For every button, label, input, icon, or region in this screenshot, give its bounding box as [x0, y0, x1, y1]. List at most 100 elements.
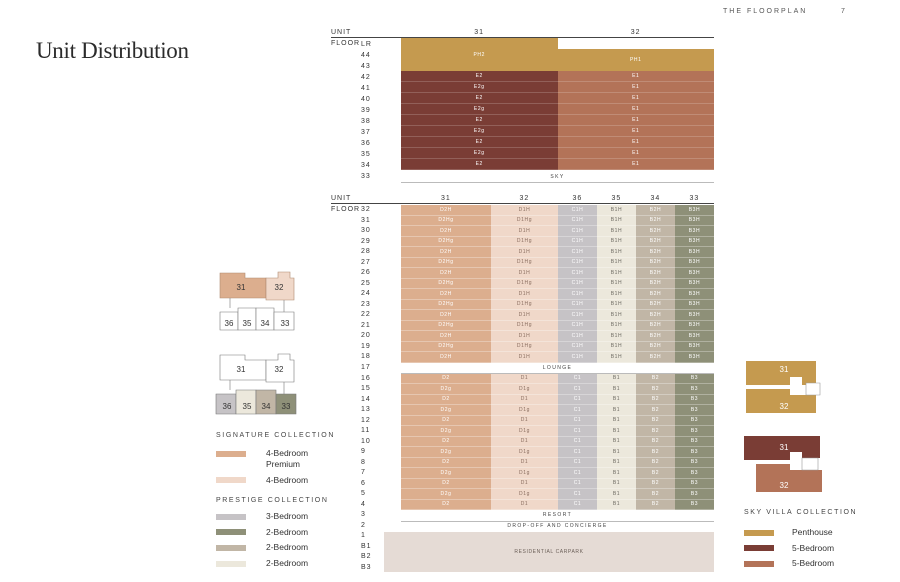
key-plan-label: 32: [275, 365, 284, 374]
legend-swatch-2bed-dark: [216, 529, 246, 535]
floor-number: 44: [361, 51, 371, 59]
unit-cell: D1: [491, 415, 558, 426]
unit-cell: B1: [597, 447, 636, 458]
floor-number: 34: [361, 161, 371, 169]
unit-cell: D2H: [401, 268, 491, 279]
unit-cell: B2H: [636, 299, 675, 310]
unit-cell: B3: [675, 447, 714, 458]
floor-number: 28: [361, 248, 371, 255]
unit-cell: D1H: [491, 205, 558, 216]
legend-label-4bed-premium: 4-Bedroom Premium: [266, 448, 309, 469]
unit-cell: E1: [557, 104, 714, 115]
key-plan-label: 36: [225, 319, 234, 328]
unit-cell: B1H: [597, 320, 636, 331]
unit-cell: B2: [636, 447, 675, 458]
floor-number: 31: [361, 216, 371, 224]
unit-number: 33: [689, 195, 700, 202]
unit-cell: B2: [636, 499, 675, 510]
floor-number: 42: [361, 73, 371, 81]
unit-cell: E1: [557, 115, 714, 126]
resort-rule: [401, 520, 714, 522]
unit-cell: B3: [675, 384, 714, 395]
legend-label-penthouse: Penthouse: [792, 527, 833, 537]
unit-cell: D2Hg: [401, 236, 491, 247]
unit-cell: D2g: [401, 489, 491, 500]
unit-cell: B2H: [636, 278, 675, 289]
unit-cell: D1g: [491, 489, 558, 500]
unit-cell: D1Hg: [491, 278, 558, 289]
unit-cell: D1Hg: [491, 215, 558, 226]
floor-number: B1: [361, 542, 372, 550]
section-label: THE FLOORPLAN: [723, 8, 808, 15]
unit-cell: D1: [491, 394, 558, 405]
page-title: Unit Distribution: [36, 38, 189, 63]
unit-cell: B2H: [636, 215, 675, 226]
legend-swatch-5bed: [744, 545, 774, 551]
unit-cell: B2H: [636, 331, 675, 342]
unit-cell: D1g: [491, 405, 558, 416]
key-plan-ph-lower: [746, 389, 816, 413]
unit-cell: D2H: [401, 352, 491, 363]
unit-cell: D2H: [401, 289, 491, 300]
unit-cell: C1H: [558, 299, 597, 310]
floor-number: 38: [361, 117, 371, 125]
unit-cell: B2: [636, 489, 675, 500]
unit-cell: E1: [557, 82, 714, 93]
unit-cell: C1H: [558, 341, 597, 352]
unit-cell: D1: [491, 373, 558, 384]
unit-cell: C1: [558, 384, 597, 395]
unit-cell: B3: [675, 468, 714, 479]
unit-cell: C1: [558, 373, 597, 384]
unit-cell: B2H: [636, 289, 675, 300]
unit-cell: B3: [675, 436, 714, 447]
legend-label-4bed: 4-Bedroom: [266, 475, 309, 485]
unit-cell: B3: [675, 457, 714, 468]
floor-number: 11: [361, 427, 371, 434]
unit-cell: B3H: [675, 226, 714, 237]
unit-cell: B2: [636, 436, 675, 447]
unit-cell: B1H: [597, 236, 636, 247]
unit-cell: D2: [401, 436, 491, 447]
sky-rule: [401, 182, 714, 183]
unit-cell: D1H: [491, 226, 558, 237]
unit-cell: C1H: [558, 320, 597, 331]
unit-cell: B1H: [597, 257, 636, 268]
lounge-label: LOUNGE: [542, 364, 573, 371]
unit-cell: D2Hg: [401, 257, 491, 268]
unit-cell: D2Hg: [401, 215, 491, 226]
key-plan-label: 32: [780, 481, 789, 490]
key-plan-label: 31: [780, 365, 789, 374]
unit-cell: D1g: [491, 384, 558, 395]
unit-header: UNIT: [331, 195, 352, 202]
unit-cell: B2H: [636, 341, 675, 352]
unit-cell: D1g: [491, 447, 558, 458]
unit-cell: E2: [401, 159, 558, 170]
key-plan-label: 32: [275, 283, 284, 292]
unit-cell: B1: [597, 468, 636, 479]
unit-cell: D2: [401, 499, 491, 510]
unit-cell: B1H: [597, 226, 636, 237]
floor-number: 17: [361, 363, 371, 371]
unit-cell: B3: [675, 405, 714, 416]
unit-cell: B1: [597, 394, 636, 405]
signature-legend-heading: SIGNATURE COLLECTION: [216, 432, 335, 439]
unit-cell: B1H: [597, 331, 636, 342]
floor-number: 12: [361, 416, 371, 424]
unit-cell: D2Hg: [401, 341, 491, 352]
unit-cell: B3: [675, 373, 714, 384]
penthouse-key-plan: 31 32: [746, 361, 821, 413]
unit-cell: B1: [597, 373, 636, 384]
unit-cell: B2: [636, 415, 675, 426]
unit-cell: B1: [597, 426, 636, 437]
floor-number: 21: [361, 321, 371, 329]
unit-cell: C1: [558, 478, 597, 489]
floor-number: 18: [361, 353, 371, 360]
unit-cell: B2: [636, 384, 675, 395]
unit-cell: D1H: [491, 331, 558, 342]
unit-cell: B1H: [597, 247, 636, 258]
legend-swatch-4bed: [216, 477, 246, 483]
floor-number: 41: [361, 84, 371, 92]
unit-cell: B1H: [597, 310, 636, 321]
floor-number: 30: [361, 227, 371, 234]
unit-cell: C1: [558, 394, 597, 405]
